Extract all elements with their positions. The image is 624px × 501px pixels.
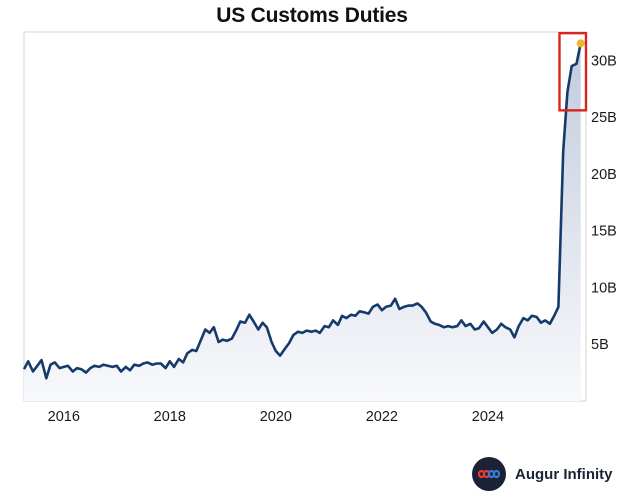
y-tick-label: 15B <box>591 224 617 240</box>
series-area <box>24 43 581 402</box>
brand-watermark: Augur Infinity <box>472 457 613 491</box>
x-tick-label: 2020 <box>260 409 292 425</box>
x-tick-label: 2018 <box>154 409 186 425</box>
infinity-icon <box>472 457 506 491</box>
y-tick-label: 20B <box>591 167 617 183</box>
highlight-box <box>558 31 588 112</box>
chart-title: US Customs Duties <box>216 4 408 27</box>
x-tick-label: 2022 <box>366 409 398 425</box>
brand-name: Augur Infinity <box>515 465 613 483</box>
x-tick-label: 2016 <box>48 409 80 425</box>
y-tick-label: 25B <box>591 110 617 126</box>
y-tick-label: 30B <box>591 53 617 69</box>
series-line <box>22 43 582 380</box>
y-tick-label: 10B <box>591 280 617 296</box>
latest-data-point <box>576 39 585 48</box>
y-tick-label: 5B <box>591 337 609 353</box>
x-tick-label: 2024 <box>472 409 504 425</box>
